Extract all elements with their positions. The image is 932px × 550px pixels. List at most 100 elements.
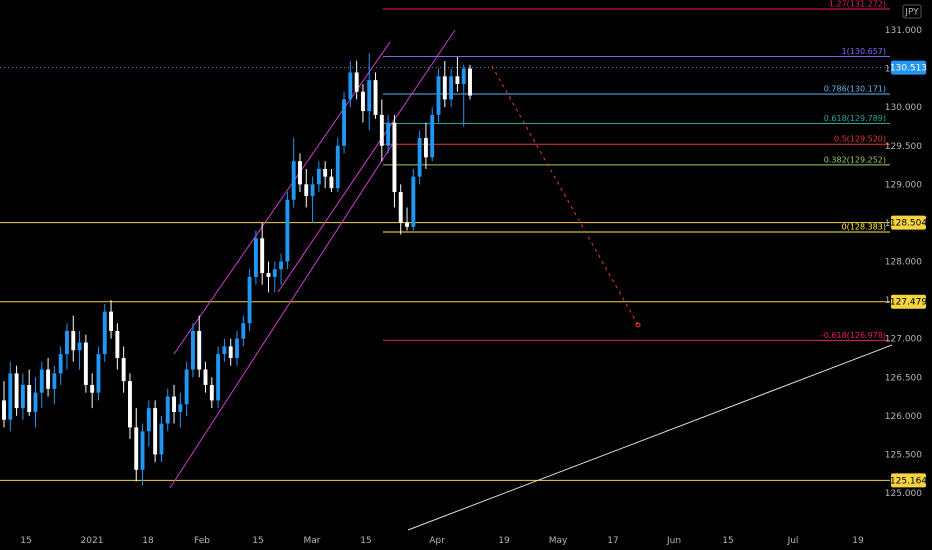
candle-body-4 (27, 384, 32, 412)
candle-body-22 (140, 431, 145, 470)
candle-body-17 (109, 311, 114, 331)
currency-badge-box (902, 4, 922, 19)
candle-body-74 (468, 68, 472, 96)
candle-body-57 (360, 91, 365, 112)
fib-label-1: 1(130.657) (842, 47, 886, 56)
level-price-tag-2: 125.164 (890, 476, 927, 486)
currency-badge[interactable]: JPY (902, 4, 922, 19)
y-tick-9: 126.500 (885, 373, 922, 383)
candle-body-38 (241, 323, 246, 339)
candle-body-52 (329, 176, 334, 189)
candle-body-18 (115, 330, 120, 358)
x-tick-10: 17 (607, 536, 618, 546)
current-price-tag-bg (891, 60, 926, 75)
candle-body-65 (411, 176, 416, 227)
fib-label-4: 0.5(129.520) (834, 135, 886, 144)
y-tick-12: 125.000 (885, 489, 922, 499)
currency-label: JPY (904, 8, 919, 18)
level-price-tag-0-bg (891, 215, 926, 230)
candle-body-20 (127, 381, 132, 428)
candle-body-27 (172, 396, 176, 412)
candle-body-72 (455, 76, 460, 85)
candle-body-44 (279, 261, 284, 270)
current-price-tag: 130.513 (890, 64, 927, 74)
candle-body-59 (373, 80, 378, 115)
long-trend-line (407, 344, 893, 531)
candle-body-23 (146, 408, 151, 432)
candle-body-2 (14, 373, 19, 409)
candle-body-37 (235, 338, 239, 358)
candle-body-68 (430, 114, 435, 158)
candle-body-45 (285, 199, 290, 262)
y-tick-6: 128.000 (885, 258, 922, 268)
candle-body-33 (209, 384, 214, 401)
candle-body-73 (461, 68, 466, 85)
x-tick-6: 15 (360, 536, 371, 546)
candle-body-49 (310, 184, 315, 196)
candle-body-43 (272, 269, 277, 277)
candle-body-6 (39, 369, 44, 393)
level-price-tag-1-bg (891, 294, 926, 309)
candle-body-61 (386, 122, 391, 146)
x-axis: 15 2021 18 Feb 15 Mar 15 Apr 19 May 17 Jun 15 Jul 19 (20, 536, 864, 546)
y-tick-11: 125.500 (885, 450, 922, 460)
candle-body-62 (392, 122, 397, 193)
y-tick-0: 131.000 (885, 26, 922, 36)
level-price-tag-0: 128.504 (890, 219, 927, 229)
fib-label-5: 0.382(129.252) (824, 155, 886, 164)
candle-body-24 (153, 408, 158, 455)
x-tick-11: Jun (666, 536, 681, 546)
candle-body-66 (417, 138, 422, 177)
price-tags: 128.504 127.479 125.164 130.513 (890, 60, 927, 488)
x-tick-4: 15 (252, 536, 263, 546)
candle-body-9 (58, 354, 63, 374)
channel-upper-line (173, 41, 391, 355)
y-tick-3: 129.500 (885, 142, 922, 152)
candle-body-25 (159, 423, 164, 455)
x-tick-5: Mar (304, 536, 321, 546)
candle-body-3 (20, 384, 25, 409)
x-tick-14: 19 (852, 536, 864, 546)
candle-body-48 (304, 184, 309, 196)
candle-body-13 (83, 342, 88, 385)
horizontal-levels (0, 8, 890, 481)
y-tick-8: 127.000 (885, 335, 922, 345)
y-tick-4: 129.000 (885, 180, 922, 190)
projection-end-marker (635, 322, 641, 328)
candle-body-60 (379, 114, 384, 146)
candle-body-40 (253, 238, 258, 277)
candle-body-12 (77, 342, 82, 351)
candle-body-1 (8, 373, 13, 420)
candle-body-28 (178, 404, 183, 412)
channel-upper-line-2 (277, 29, 456, 293)
candle-body-39 (247, 276, 252, 324)
candle-body-46 (291, 161, 296, 200)
candle-body-34 (216, 354, 221, 401)
candle-body-47 (298, 161, 302, 185)
candle-body-64 (405, 222, 409, 227)
candle-body-55 (348, 72, 353, 100)
candle-body-0 (2, 400, 6, 420)
candle-body-54 (342, 99, 347, 146)
fib-label-3: 0.618(129.789) (824, 114, 886, 123)
candle-body-56 (354, 72, 359, 92)
candle-body-70 (442, 76, 447, 100)
candle-body-63 (398, 192, 403, 223)
candle-body-31 (197, 330, 202, 370)
candle-body-53 (335, 145, 340, 189)
fib-label-2: 0.786(130.171) (824, 84, 886, 93)
x-tick-2: 18 (142, 536, 154, 546)
level-price-tag-2-bg (891, 473, 926, 488)
x-tick-8: 19 (498, 536, 510, 546)
level-price-tag-1: 127.479 (890, 298, 927, 308)
candle-body-19 (121, 357, 126, 382)
x-tick-7: Apr (429, 536, 445, 546)
candle-body-41 (260, 238, 265, 274)
candle-body-51 (323, 168, 328, 177)
candle-body-69 (436, 76, 441, 115)
candle-body-8 (52, 373, 57, 389)
candle-body-29 (184, 369, 189, 405)
y-tick-10: 126.000 (885, 412, 922, 422)
candle-body-30 (190, 330, 195, 370)
